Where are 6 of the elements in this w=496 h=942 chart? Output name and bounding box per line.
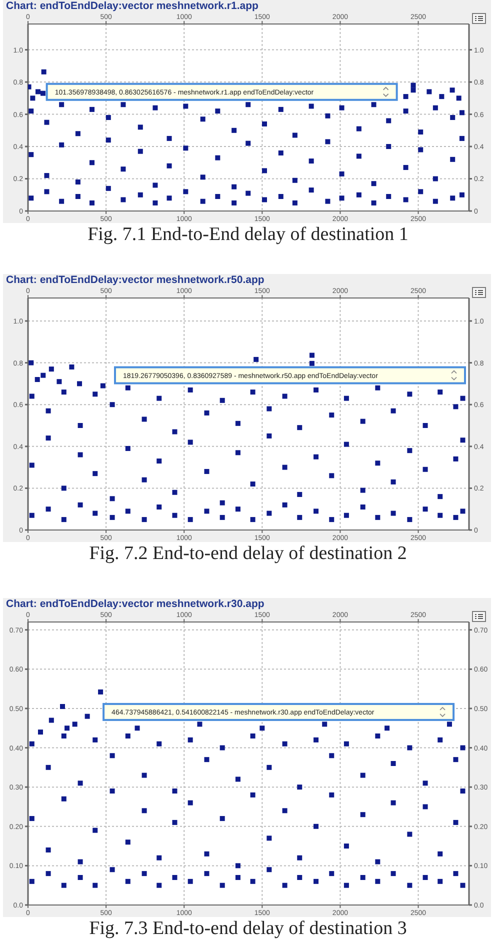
caption: Fig. 7.3 End-to-end delay of destination 3 [88,918,408,939]
caption: Fig. 7.1 End-to-End delay of destination 1 [86,224,410,245]
chart-title: Chart: endToEndDelay:vector meshnetwork.r1.app [6,0,258,12]
caption: Fig. 7.2 End-to-end delay of destination 2 [88,543,408,564]
chart-title: Chart: endToEndDelay:vector meshnetwork.r50.app [6,274,264,286]
chart-title: Chart: endToEndDelay:vector meshnetwork.r30.app [6,598,264,610]
